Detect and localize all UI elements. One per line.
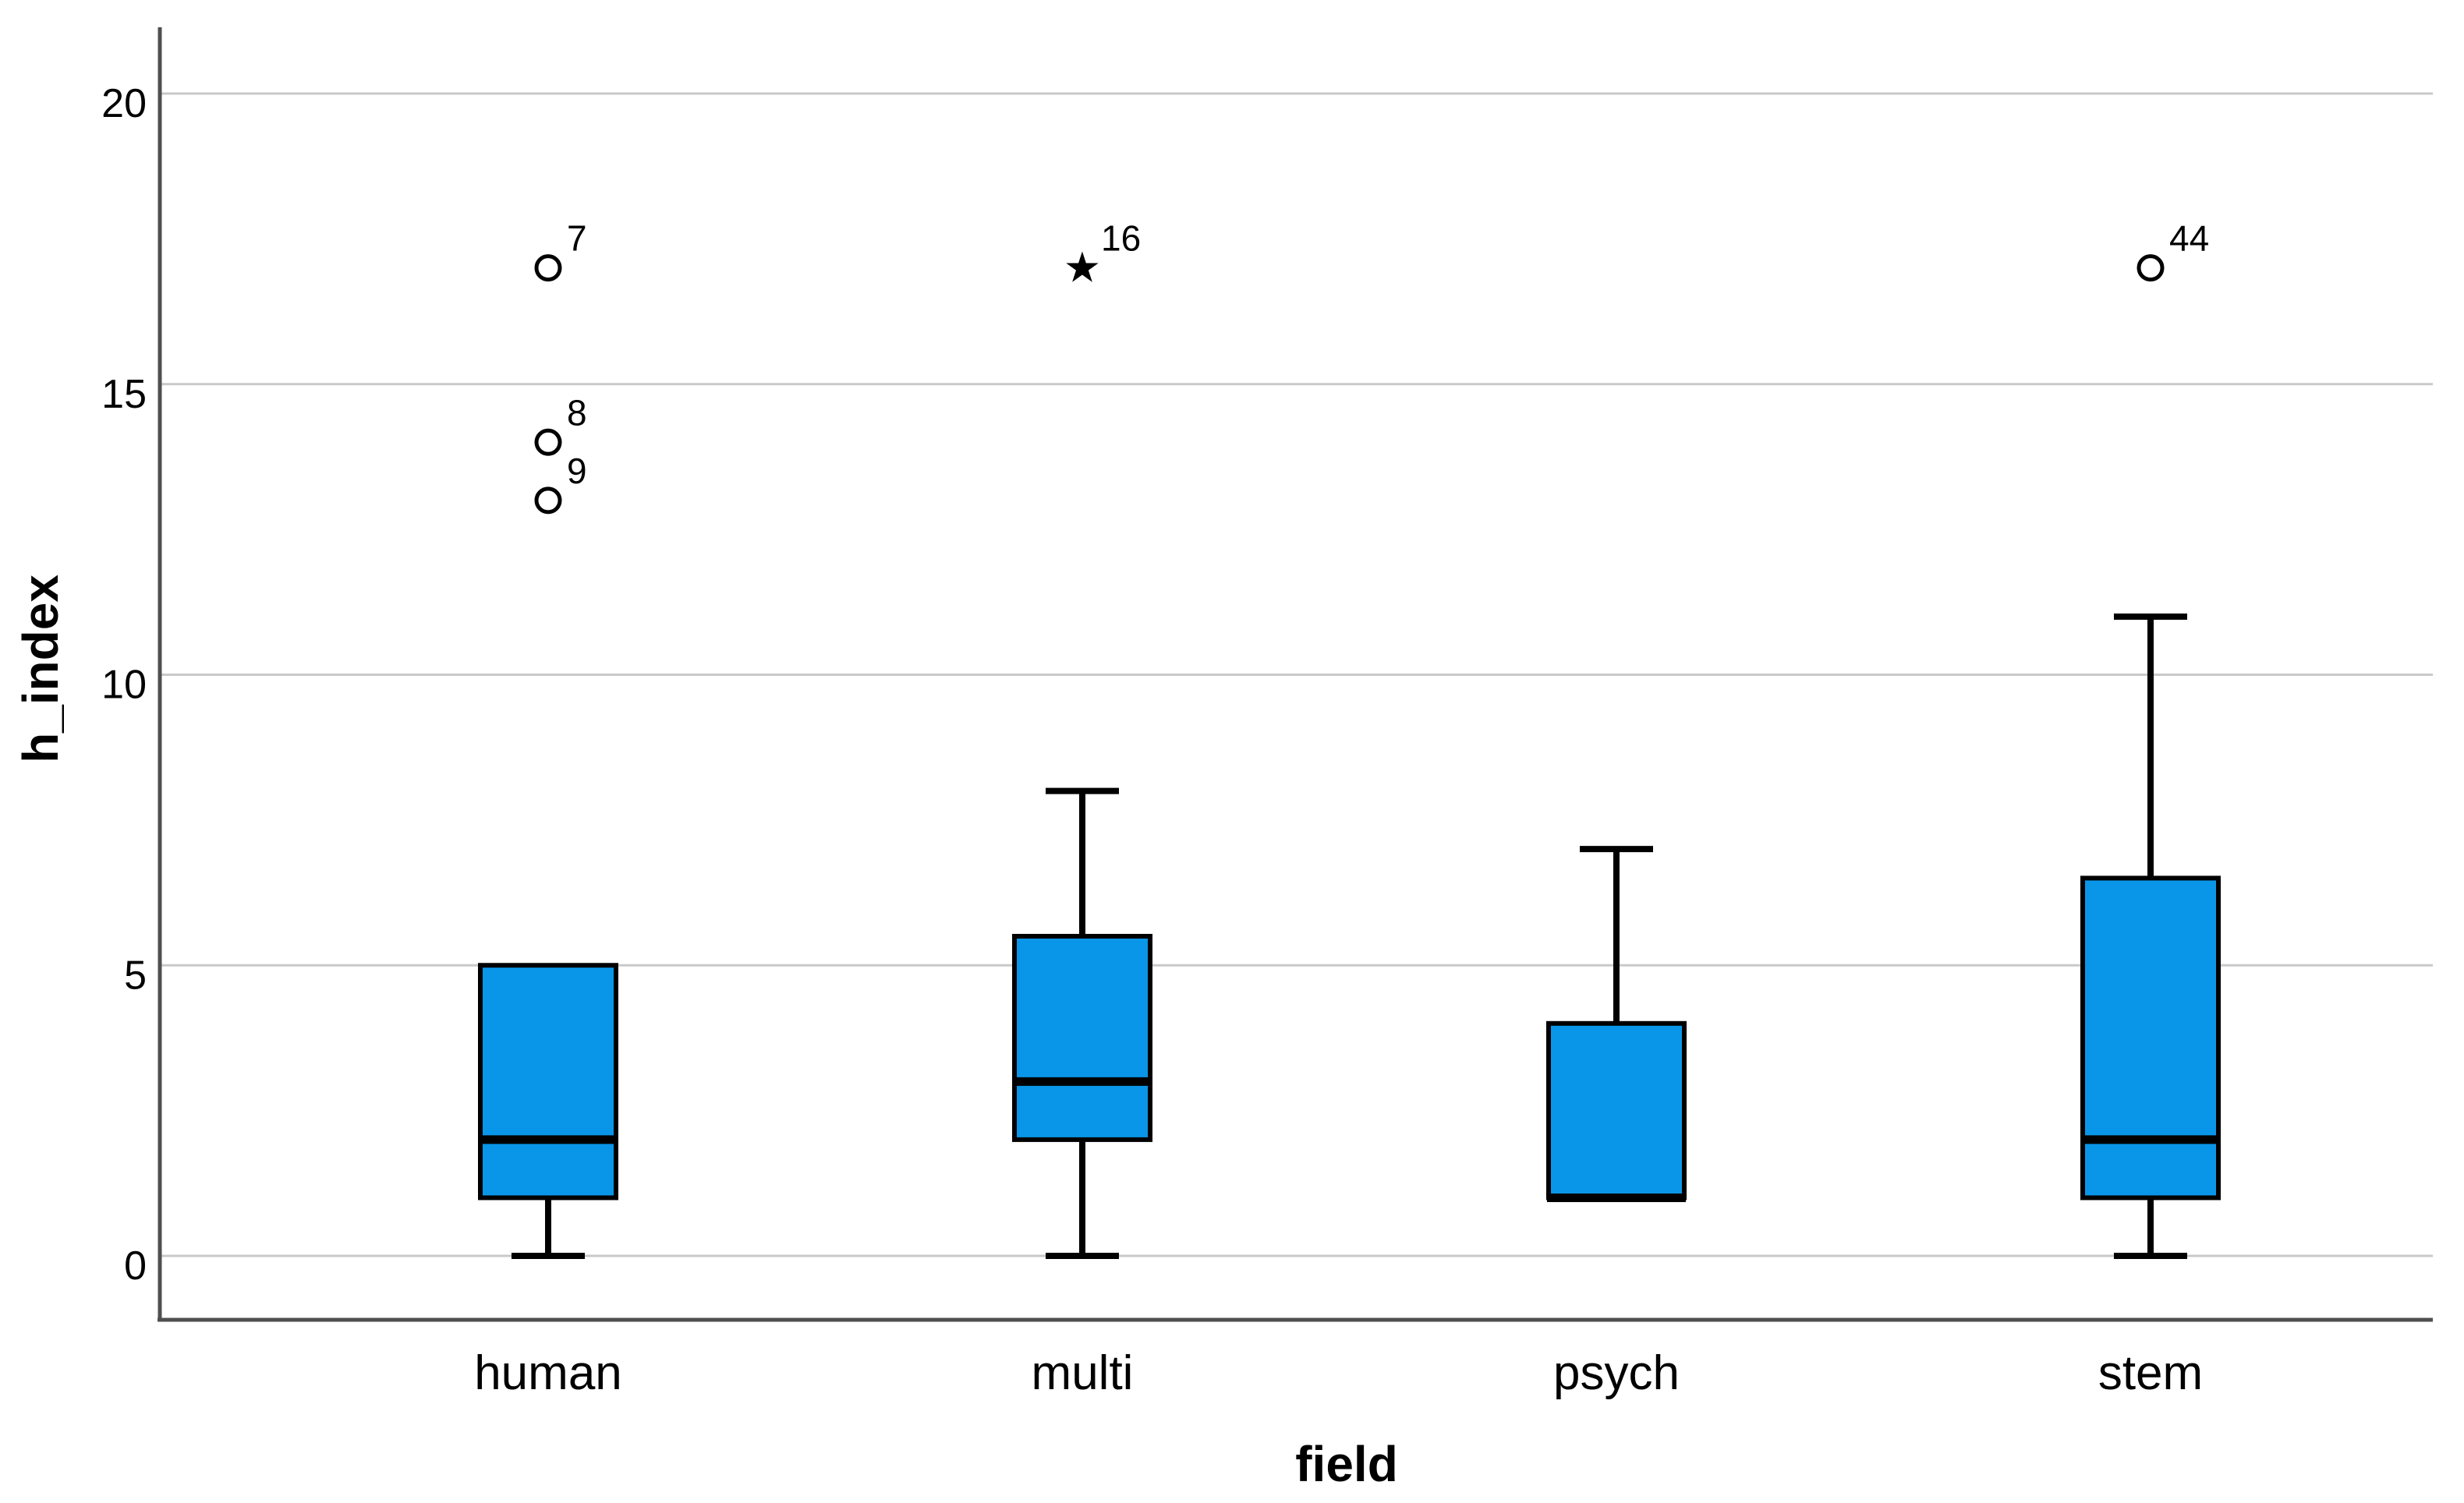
x-tick-label: psych xyxy=(1553,1346,1680,1400)
outlier-label: 44 xyxy=(2169,218,2209,259)
x-tick-label: human xyxy=(474,1346,622,1400)
x-axis-title: field xyxy=(1295,1436,1398,1492)
outlier-circle-marker xyxy=(2137,254,2165,282)
box-human xyxy=(478,963,618,1201)
box-multi xyxy=(1012,933,1152,1142)
outlier-circle-marker xyxy=(534,254,562,282)
outlier-circle-marker xyxy=(534,486,562,515)
y-axis-title: h_index xyxy=(12,575,69,763)
outlier-circle-marker xyxy=(534,428,562,456)
y-tick-label: 15 xyxy=(101,372,147,417)
x-tick-label: multi xyxy=(1032,1346,1134,1400)
y-tick-label: 0 xyxy=(124,1243,147,1289)
outlier-label: 9 xyxy=(567,451,587,491)
y-tick-label: 10 xyxy=(101,663,147,708)
outlier-star-marker: ★ xyxy=(1064,245,1101,292)
y-tick-label: 20 xyxy=(101,81,147,126)
x-tick-label: stem xyxy=(2098,1346,2203,1400)
y-tick-label: 5 xyxy=(124,953,147,998)
outlier-label: 7 xyxy=(567,218,587,259)
box-stem xyxy=(2080,875,2221,1201)
outlier-label: 16 xyxy=(1101,218,1141,259)
outlier-label: 8 xyxy=(567,392,587,433)
box-psych xyxy=(1546,1020,1687,1201)
